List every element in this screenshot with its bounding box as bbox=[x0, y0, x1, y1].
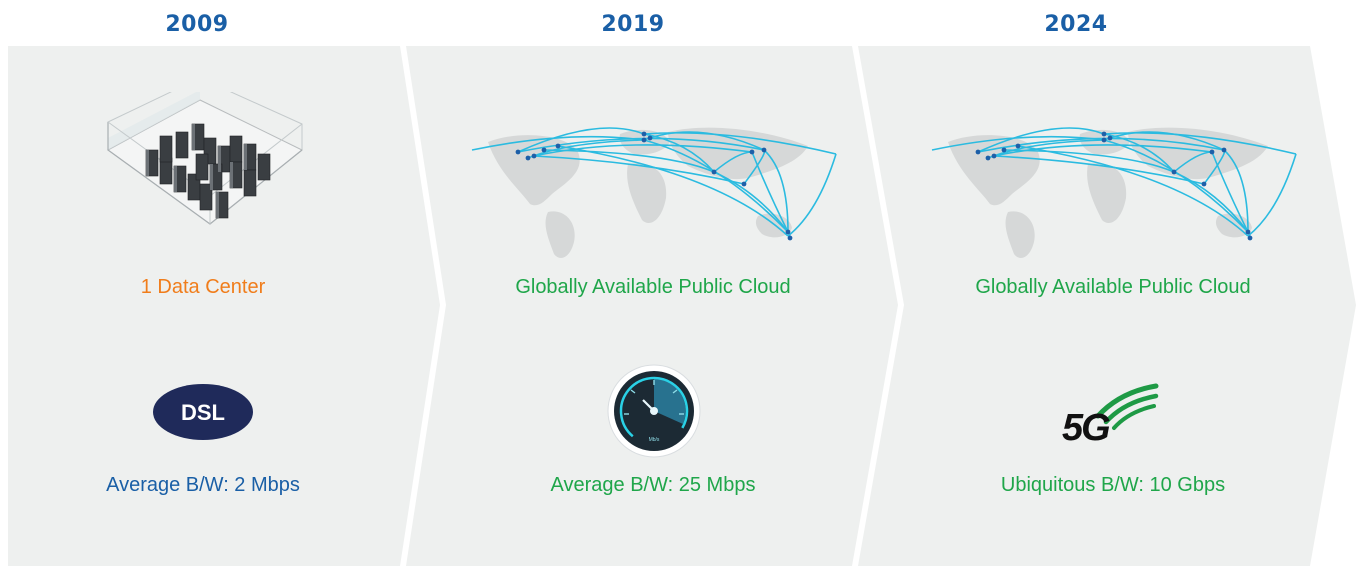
5g-logo-icon: 5G bbox=[1062, 383, 1159, 446]
bandwidth-label-2019: Average B/W: 25 Mbps bbox=[550, 474, 756, 496]
infrastructure-label-2009: 1 Data Center bbox=[140, 276, 266, 298]
data-center-icon bbox=[107, 92, 303, 225]
speedometer-icon: Mb/s bbox=[607, 364, 701, 458]
dsl-badge-text: DSL bbox=[181, 400, 225, 425]
year-2019: 2019 bbox=[601, 12, 665, 37]
world-network-map-icon bbox=[931, 127, 1297, 258]
5g-logo-text: 5G bbox=[1062, 407, 1110, 446]
chevron-panel-2009 bbox=[8, 46, 440, 566]
dsl-icon: DSL bbox=[153, 384, 253, 440]
bandwidth-label-2024: Ubiquitous B/W: 10 Gbps bbox=[1000, 474, 1226, 496]
year-2009: 2009 bbox=[165, 12, 229, 37]
bandwidth-label-2009: Average B/W: 2 Mbps bbox=[106, 474, 300, 496]
gauge-unit-text: Mb/s bbox=[649, 437, 660, 443]
world-network-map-icon bbox=[471, 127, 837, 258]
infrastructure-label-2024: Globally Available Public Cloud bbox=[975, 276, 1251, 298]
year-2024: 2024 bbox=[1044, 12, 1108, 37]
infrastructure-label-2019: Globally Available Public Cloud bbox=[515, 276, 791, 298]
